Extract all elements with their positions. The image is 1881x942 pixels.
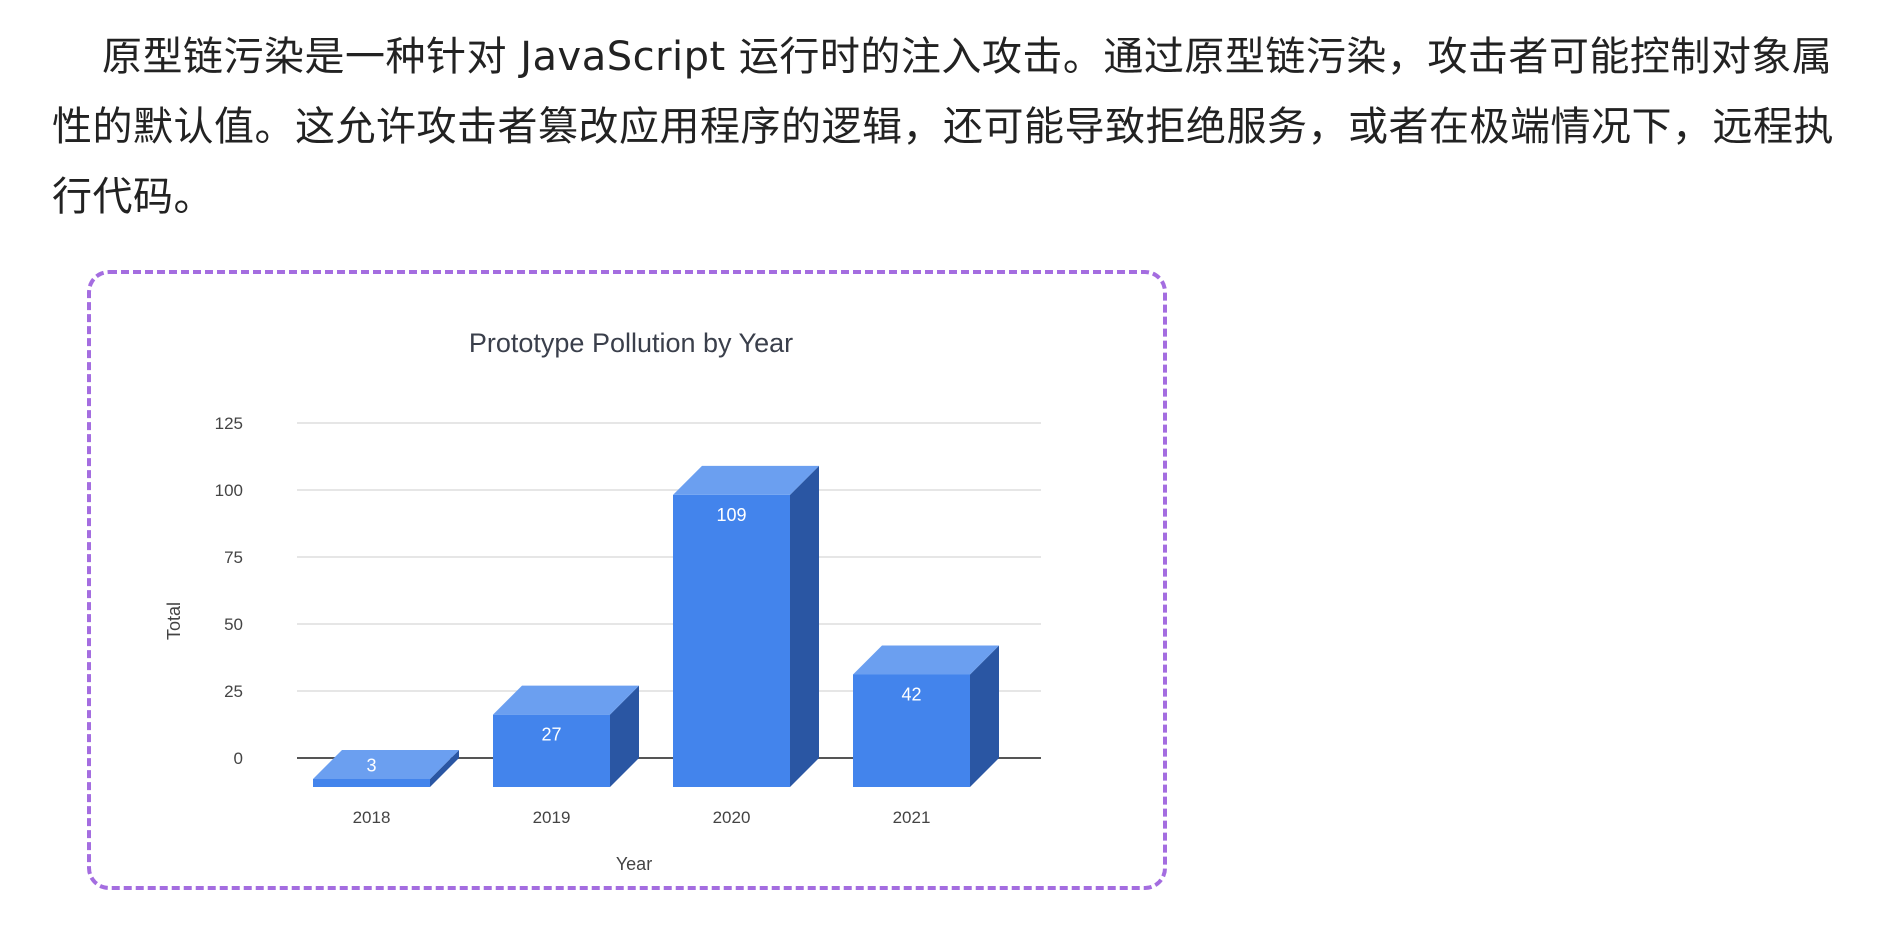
chart-title: Prototype Pollution by Year	[469, 328, 793, 358]
intro-paragraph: 原型链污染是一种针对 JavaScript 运行时的注入攻击。通过原型链污染，攻…	[52, 34, 1834, 220]
y-tick-label: 125	[215, 414, 243, 433]
y-tick-label: 25	[224, 682, 243, 701]
x-tick-label: 2018	[353, 808, 391, 827]
bar-2021	[853, 645, 999, 787]
bar-front-face	[493, 714, 610, 787]
bar-front-face	[313, 778, 430, 787]
bar-top-face	[493, 685, 639, 715]
x-axis-label: Year	[616, 854, 652, 874]
bar-side-face	[430, 749, 459, 787]
bar-top-face	[673, 465, 819, 495]
bar-side-face	[610, 685, 639, 787]
data-labels: 3 27 109 42	[366, 505, 921, 776]
bar-front-face	[853, 674, 970, 787]
data-label: 27	[541, 725, 561, 745]
data-label: 3	[366, 755, 376, 775]
bar-2018	[313, 749, 459, 787]
bar-front-face	[673, 494, 790, 787]
x-tick-label: 2019	[533, 808, 571, 827]
bar-2019	[493, 685, 639, 787]
x-tick-label: 2021	[893, 808, 931, 827]
bar-side-face	[970, 645, 999, 787]
y-tick-label: 75	[224, 548, 243, 567]
y-tick-label: 100	[215, 481, 243, 500]
bar-chart: Prototype Pollution by Year 0 25 50 75 100 12…	[164, 328, 1041, 874]
y-tick-labels: 0 25 50 75 100 125	[215, 414, 243, 768]
x-tick-labels: 2018 2019 2020 2021	[353, 808, 931, 827]
bar-top-face	[313, 749, 459, 779]
data-label: 42	[901, 684, 921, 704]
y-tick-label: 0	[234, 749, 243, 768]
y-axis-label: Total	[164, 602, 184, 640]
bar-side-face	[790, 465, 819, 787]
x-tick-label: 2020	[713, 808, 751, 827]
chart-frame: Prototype Pollution by Year 0 25 50 75 100 12…	[87, 270, 1167, 890]
data-label: 109	[716, 505, 746, 525]
bar-2020	[673, 465, 819, 787]
bar-top-face	[853, 645, 999, 675]
bars	[313, 465, 999, 787]
y-tick-label: 50	[224, 615, 243, 634]
